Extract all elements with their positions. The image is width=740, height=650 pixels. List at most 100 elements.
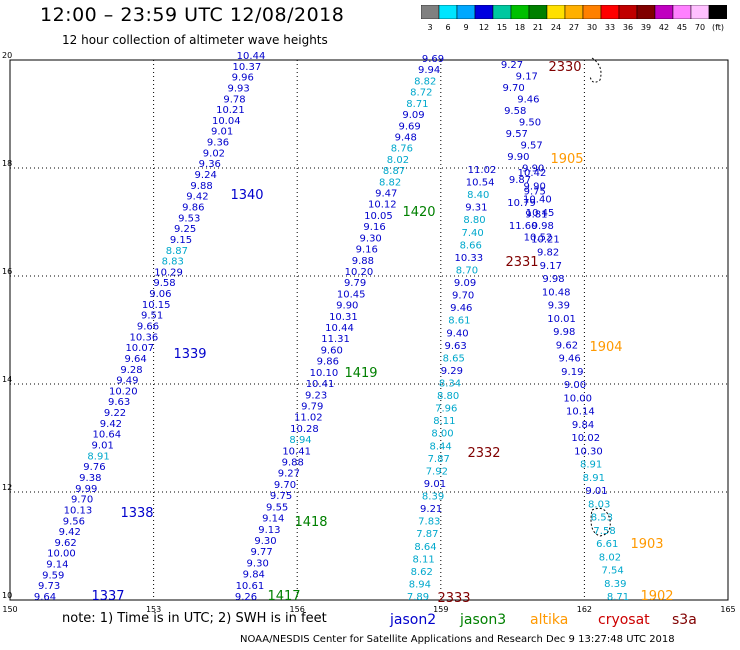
legend-tick-label: 18: [515, 23, 525, 32]
track4-value: 10.21: [531, 234, 560, 245]
track1-value: 9.56: [63, 516, 85, 527]
track1-value: 9.64: [125, 354, 147, 365]
legend-tick-label: 36: [623, 23, 633, 32]
track1-value: 9.42: [186, 192, 208, 203]
cluster-value: 9.90: [507, 152, 529, 163]
track3-value: 7.40: [461, 228, 483, 239]
cluster-value: 9.70: [502, 83, 524, 94]
chart-subtitle: 12 hour collection of altimeter wave hei…: [62, 33, 328, 47]
pass-label: 1418: [294, 515, 327, 530]
track1-value: 10.00: [47, 549, 76, 560]
cluster-value: 9.57: [506, 129, 528, 140]
track2-value: 10.61: [236, 581, 265, 592]
track1-value: 9.42: [59, 527, 81, 538]
track3-value: 7.89: [407, 592, 429, 603]
track1-value: 10.36: [130, 332, 159, 343]
pass-label: 1905: [550, 152, 583, 167]
legend-tick-label: 27: [569, 23, 579, 32]
track2-value: 9.75: [270, 491, 292, 502]
track1-value: 9.15: [170, 235, 192, 246]
cluster-value: 9.27: [501, 60, 523, 71]
pass-label: 1903: [630, 537, 663, 552]
color-legend-bar: [421, 5, 727, 19]
track3-value: 10.33: [455, 253, 484, 264]
track1-value: 9.66: [137, 322, 159, 333]
track1-value: 10.44: [237, 51, 266, 62]
satellite-legend-altika: altika: [530, 612, 568, 628]
track2-value: 9.88: [282, 458, 304, 469]
track1-value: 9.38: [79, 473, 101, 484]
track3-value: 8.44: [429, 441, 451, 452]
track4-value: 9.98: [542, 274, 564, 285]
track1-value: 9.49: [116, 376, 138, 387]
satellite-legend-jason3: jason3: [459, 612, 506, 628]
track2-value: 9.90: [336, 301, 358, 312]
satellite-legend-s3a: s3a: [672, 612, 697, 628]
y-axis-label: 10: [2, 591, 12, 600]
track2-value: 9.86: [317, 357, 339, 368]
track3-value: 8.64: [414, 542, 436, 553]
track3-value: 9.70: [452, 291, 474, 302]
track3-value: 10.54: [466, 178, 495, 189]
track3-value: 8.80: [463, 215, 485, 226]
x-axis-label: 159: [433, 605, 448, 614]
track4-value: 10.01: [547, 314, 576, 325]
track2-value: 10.31: [329, 312, 358, 323]
legend-tick-label: 15: [497, 23, 507, 32]
track2-value: 9.14: [262, 514, 284, 525]
cluster-value: 9.90: [522, 164, 544, 175]
note-line: note: 1) Time is in UTC; 2) SWH is in fe…: [62, 611, 327, 626]
pass-label: 1417: [267, 589, 300, 604]
track1-value: 9.78: [223, 94, 245, 105]
track4-value: 6.61: [596, 539, 618, 550]
cluster-value: 11.60: [509, 221, 538, 232]
track1-value: 9.01: [211, 127, 233, 138]
track2-value: 8.76: [391, 144, 413, 155]
track2-value: 9.30: [247, 558, 269, 569]
legend-tick-label: 12: [479, 23, 489, 32]
pass-label: 2331: [505, 255, 538, 270]
track1-value: 8.83: [162, 257, 184, 268]
legend-tick-label: 45: [677, 23, 687, 32]
track1-value: 10.64: [92, 430, 121, 441]
track2-value: 9.94: [418, 65, 440, 76]
track2-value: 11.02: [294, 413, 323, 424]
track4-value: 7.58: [593, 526, 615, 537]
track1-value: 9.88: [190, 181, 212, 192]
track2-value: 10.05: [364, 211, 393, 222]
track1-value: 9.25: [174, 224, 196, 235]
track3-value: 8.70: [456, 265, 478, 276]
track4-value: 9.90: [524, 181, 546, 192]
track3-value: 7.87: [428, 454, 450, 465]
track3-value: 8.80: [437, 391, 459, 402]
track2-value: 9.27: [278, 469, 300, 480]
track2-value: 9.47: [375, 189, 397, 200]
track4-value: 10.40: [523, 195, 552, 206]
track2-value: 9.09: [402, 110, 424, 121]
x-axis-label: 162: [577, 605, 592, 614]
track3-value: 8.61: [448, 316, 470, 327]
track1-value: 10.04: [212, 116, 241, 127]
track4-value: 9.98: [553, 327, 575, 338]
track2-value: 10.12: [368, 200, 397, 211]
track1-value: 9.02: [203, 148, 225, 159]
track4-value: 8.91: [580, 460, 602, 471]
track1-value: 9.36: [207, 138, 229, 149]
track1-value: 9.01: [92, 441, 114, 452]
track4-value: 9.01: [585, 486, 607, 497]
track4-value: 10.42: [518, 168, 547, 179]
track4-value: 8.71: [607, 592, 629, 603]
legend-tick-label: 6: [445, 23, 450, 32]
note-text: note: 1) Time is in UTC; 2) SWH is in fe…: [62, 611, 327, 626]
track2-value: 10.44: [325, 323, 354, 334]
track1-value: 9.64: [34, 592, 56, 603]
track1-value: 9.24: [195, 170, 217, 181]
track4-value: 9.46: [558, 354, 580, 365]
track4-value: 8.03: [588, 499, 610, 510]
track2-value: 8.82: [414, 76, 436, 87]
track1-value: 9.99: [75, 484, 97, 495]
track1-value: 8.87: [166, 246, 188, 257]
track2-value: 9.13: [258, 525, 280, 536]
track2-value: 9.88: [352, 256, 374, 267]
